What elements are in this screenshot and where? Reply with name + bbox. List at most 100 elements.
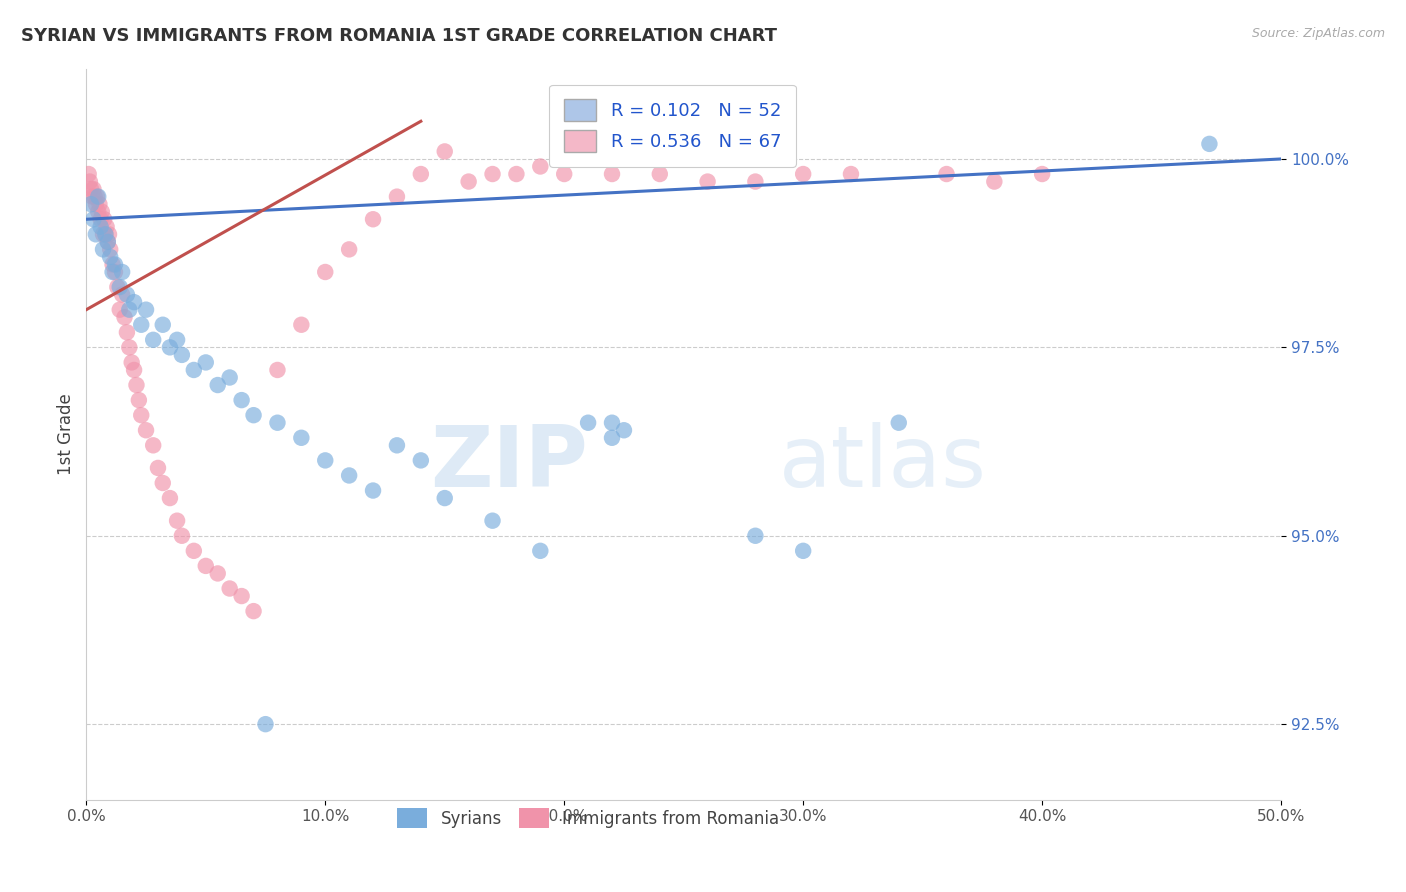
Text: Source: ZipAtlas.com: Source: ZipAtlas.com — [1251, 27, 1385, 40]
Point — [218, 582, 240, 596]
Point — [983, 175, 1005, 189]
Y-axis label: 1st Grade: 1st Grade — [58, 393, 75, 475]
Point — [105, 280, 128, 294]
Point — [648, 167, 671, 181]
Point — [87, 189, 110, 203]
Point — [529, 544, 551, 558]
Point — [128, 393, 150, 408]
Point — [409, 453, 432, 467]
Point — [166, 333, 188, 347]
Point — [159, 340, 181, 354]
Text: ZIP: ZIP — [430, 422, 588, 505]
Point — [111, 287, 134, 301]
Point — [505, 167, 527, 181]
Point — [887, 416, 910, 430]
Point — [744, 175, 766, 189]
Point — [207, 378, 229, 392]
Point — [146, 461, 169, 475]
Point — [98, 243, 121, 257]
Point — [90, 204, 112, 219]
Point — [266, 416, 288, 430]
Point — [231, 589, 253, 603]
Point — [207, 566, 229, 581]
Point — [242, 604, 264, 618]
Point — [108, 302, 131, 317]
Point — [600, 167, 623, 181]
Point — [91, 227, 114, 242]
Point — [84, 227, 107, 242]
Point — [125, 378, 148, 392]
Point — [80, 197, 103, 211]
Point — [86, 189, 108, 203]
Point — [82, 212, 104, 227]
Point — [122, 295, 145, 310]
Point — [600, 416, 623, 430]
Point — [91, 243, 114, 257]
Point — [82, 182, 104, 196]
Point — [194, 355, 217, 369]
Point — [696, 175, 718, 189]
Point — [97, 235, 120, 249]
Point — [792, 544, 814, 558]
Point — [90, 219, 112, 234]
Point — [129, 318, 152, 332]
Point — [337, 243, 360, 257]
Point — [80, 182, 103, 196]
Point — [82, 189, 104, 203]
Point — [87, 204, 110, 219]
Point — [183, 544, 205, 558]
Point — [84, 197, 107, 211]
Point — [194, 558, 217, 573]
Point — [94, 227, 117, 242]
Point — [98, 250, 121, 264]
Point — [89, 197, 111, 211]
Point — [529, 160, 551, 174]
Point — [115, 326, 138, 340]
Point — [314, 453, 336, 467]
Point — [122, 363, 145, 377]
Point — [101, 257, 124, 271]
Point — [290, 318, 312, 332]
Point — [129, 408, 152, 422]
Point — [97, 235, 120, 249]
Point — [135, 302, 157, 317]
Point — [104, 265, 127, 279]
Point — [553, 167, 575, 181]
Point — [104, 257, 127, 271]
Point — [337, 468, 360, 483]
Point — [231, 393, 253, 408]
Point — [118, 302, 141, 317]
Point — [613, 423, 636, 437]
Point — [254, 717, 277, 731]
Point — [108, 280, 131, 294]
Point — [1031, 167, 1053, 181]
Point — [242, 408, 264, 422]
Point — [142, 438, 165, 452]
Point — [101, 265, 124, 279]
Point — [839, 167, 862, 181]
Point — [83, 189, 105, 203]
Point — [792, 167, 814, 181]
Point — [114, 310, 136, 325]
Point — [142, 333, 165, 347]
Point — [744, 529, 766, 543]
Point — [111, 265, 134, 279]
Point — [98, 227, 121, 242]
Point — [1198, 136, 1220, 151]
Point — [135, 423, 157, 437]
Point — [361, 212, 384, 227]
Point — [385, 438, 408, 452]
Point — [170, 529, 193, 543]
Point — [121, 355, 143, 369]
Point — [118, 340, 141, 354]
Point — [576, 416, 599, 430]
Point — [314, 265, 336, 279]
Point — [385, 189, 408, 203]
Point — [183, 363, 205, 377]
Point — [152, 475, 174, 490]
Point — [166, 514, 188, 528]
Point — [481, 167, 503, 181]
Point — [457, 175, 479, 189]
Point — [79, 175, 101, 189]
Point — [481, 514, 503, 528]
